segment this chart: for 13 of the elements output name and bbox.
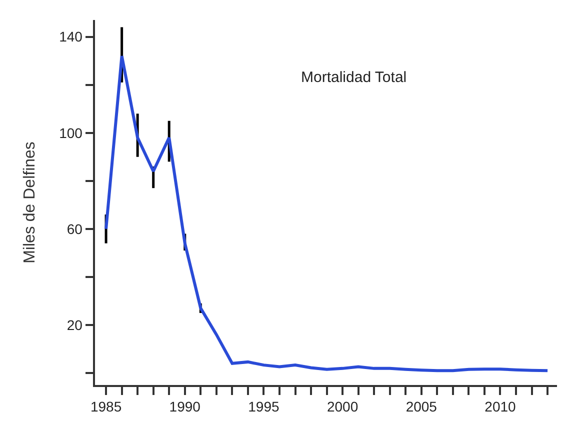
- x-tick-label: 2010: [484, 398, 516, 415]
- x-tick-label: 2005: [406, 398, 438, 415]
- x-tick-label: 2000: [326, 398, 358, 415]
- x-tick-label: 1985: [90, 398, 122, 415]
- x-tick-label: 1990: [169, 398, 201, 415]
- line-series: [104, 54, 550, 372]
- annotation: Mortalidad Total: [301, 69, 407, 86]
- y-axis-title: Miles de Delfines: [21, 142, 38, 264]
- y-tick-label: 100: [59, 124, 83, 141]
- x-tick-label: 1995: [248, 398, 280, 415]
- y-tick-label: 140: [59, 28, 83, 45]
- y-tick-label: 20: [66, 316, 83, 333]
- y-tick-label: 60: [66, 220, 83, 237]
